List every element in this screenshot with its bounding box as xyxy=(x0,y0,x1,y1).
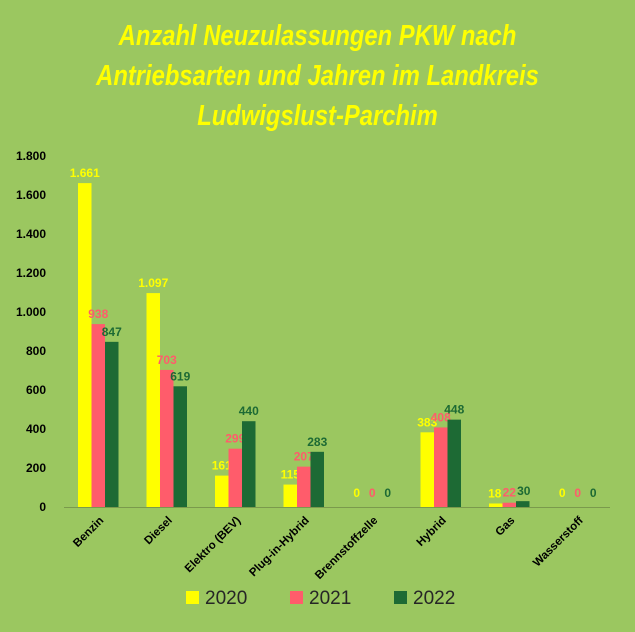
data-label: 299 xyxy=(225,432,245,446)
data-label: 283 xyxy=(307,435,327,449)
bar xyxy=(283,484,297,507)
x-tick-label: Hybrid xyxy=(415,515,449,549)
data-label: 0 xyxy=(590,486,597,500)
data-label: 448 xyxy=(444,403,464,417)
bar xyxy=(420,432,434,507)
bar xyxy=(160,369,174,507)
y-tick-label: 1.600 xyxy=(16,188,46,202)
data-label: 0 xyxy=(559,486,566,500)
data-label: 0 xyxy=(384,486,391,500)
bar xyxy=(434,427,448,507)
legend-label: 2021 xyxy=(309,588,351,609)
data-label: 938 xyxy=(88,307,108,321)
data-label: 0 xyxy=(574,486,581,500)
bar xyxy=(502,502,516,507)
chart-title: Anzahl Neuzulassungen PKW nach Antriebsa… xyxy=(57,16,578,136)
legend-label: 2022 xyxy=(413,588,455,609)
y-tick-label: 200 xyxy=(26,461,46,475)
legend-swatch xyxy=(394,591,407,604)
bar xyxy=(310,451,324,507)
x-tick-label: Diesel xyxy=(142,515,174,547)
y-tick-label: 800 xyxy=(26,344,46,358)
bar xyxy=(78,183,92,508)
data-label: 161 xyxy=(212,459,232,473)
data-label: 847 xyxy=(102,325,122,339)
x-tick-label: Gas xyxy=(494,515,518,539)
y-tick-label: 0 xyxy=(39,500,46,514)
bar xyxy=(242,421,256,507)
data-label: 115 xyxy=(281,468,301,482)
legend-swatch xyxy=(186,591,199,604)
bar xyxy=(447,419,461,507)
data-label: 207 xyxy=(294,450,314,464)
bar xyxy=(91,324,105,507)
data-label: 383 xyxy=(417,415,437,429)
bar xyxy=(228,448,242,507)
data-label: 440 xyxy=(239,404,259,418)
data-label: 30 xyxy=(517,484,531,498)
chart-title-line-1: Anzahl Neuzulassungen PKW nach xyxy=(118,20,517,52)
data-label: 703 xyxy=(157,353,177,367)
data-label: 0 xyxy=(353,486,360,500)
legend-label: 2020 xyxy=(205,588,247,609)
data-label: 1.661 xyxy=(70,166,100,180)
y-tick-label: 400 xyxy=(26,422,46,436)
bar xyxy=(215,475,229,507)
data-label: 22 xyxy=(503,486,517,500)
bar xyxy=(173,386,187,507)
bar xyxy=(146,293,160,507)
x-tick-label: Benzin xyxy=(71,515,106,550)
legend-swatch xyxy=(290,591,303,604)
x-tick-label: Plug-in-Hybrid xyxy=(247,515,312,580)
bar xyxy=(516,501,530,507)
y-tick-label: 1.200 xyxy=(16,266,46,280)
chart-title-line-3: Ludwigslust-Parchim xyxy=(197,100,438,132)
data-label: 0 xyxy=(369,486,376,500)
data-label: 408 xyxy=(431,410,451,424)
y-tick-label: 1.800 xyxy=(16,149,46,163)
y-tick-label: 600 xyxy=(26,383,46,397)
x-tick-label: Elektro (BEV) xyxy=(183,515,244,576)
bar xyxy=(297,466,311,507)
chart-title-line-2: Antriebsarten und Jahren im Landkreis xyxy=(96,60,539,92)
data-label: 18 xyxy=(488,486,502,500)
y-tick-label: 1.400 xyxy=(16,227,46,241)
bar xyxy=(489,503,503,507)
bar xyxy=(105,341,119,507)
y-tick-label: 1.000 xyxy=(16,305,46,319)
data-label: 1.097 xyxy=(138,276,168,290)
x-tick-label: Brennstoffzelle xyxy=(313,515,380,582)
data-label: 619 xyxy=(170,369,190,383)
x-tick-label: Wasserstoff xyxy=(531,515,586,570)
